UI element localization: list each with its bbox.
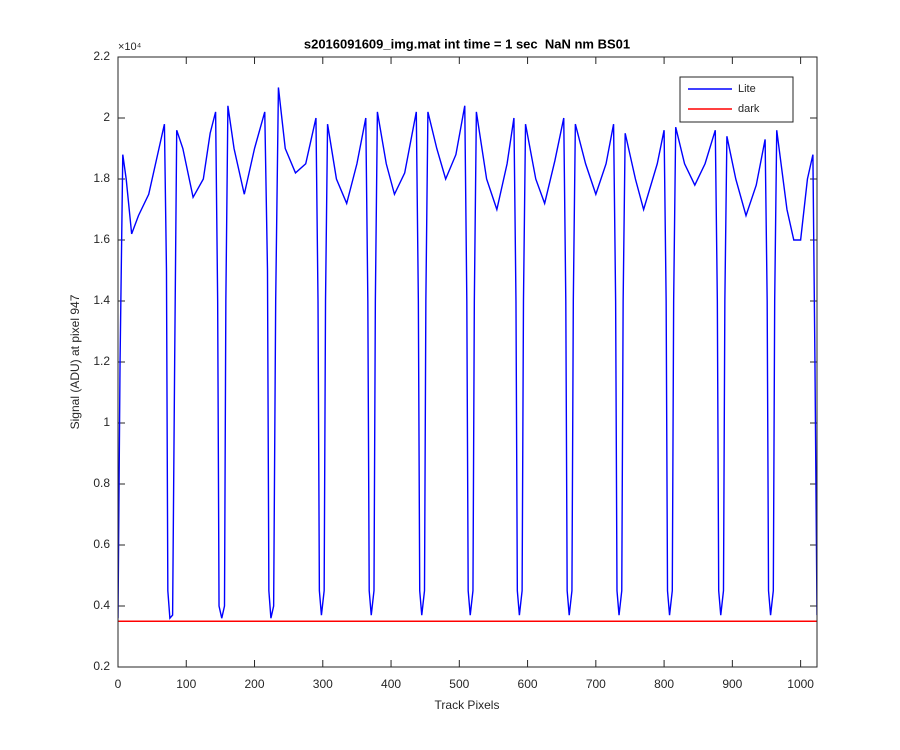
y-tick-label: 0.4	[93, 598, 110, 612]
x-tick-label: 200	[245, 677, 265, 691]
chart-title: s2016091609_img.mat int time = 1 sec NaN…	[304, 36, 630, 51]
y-tick-label: 1.4	[93, 293, 110, 307]
y-tick-label: 0.8	[93, 476, 110, 490]
legend-box	[679, 76, 794, 123]
x-tick-label: 700	[586, 677, 606, 691]
axes-box	[117, 56, 818, 668]
x-tick-label: 0	[115, 677, 122, 691]
legend-label: dark	[738, 103, 760, 115]
y-tick-label: 1.8	[93, 171, 110, 185]
y-tick-label: 2	[103, 110, 110, 124]
y-tick-label: 1.6	[93, 232, 110, 246]
x-tick-label: 1000	[787, 677, 814, 691]
y-tick-label: 1.2	[93, 354, 110, 368]
y-axis-label: Signal (ADU) at pixel 947	[68, 294, 82, 429]
x-axis-label: Track Pixels	[435, 698, 500, 712]
x-tick-label: 400	[381, 677, 401, 691]
y-tick-label: 0.6	[93, 537, 110, 551]
y-tick-label: 0.2	[93, 659, 110, 673]
y-tick-label: 2.2	[93, 49, 110, 63]
x-tick-label: 900	[722, 677, 742, 691]
legend-label: Lite	[738, 83, 756, 95]
x-tick-label: 600	[518, 677, 538, 691]
x-tick-label: 800	[654, 677, 674, 691]
y-tick-label: 1	[103, 415, 110, 429]
x-tick-label: 500	[449, 677, 469, 691]
y-exponent-label: ×10⁴	[118, 41, 142, 53]
series-line	[118, 87, 817, 620]
x-tick-label: 300	[313, 677, 333, 691]
x-tick-label: 100	[176, 677, 196, 691]
plot-layer: 0 100 200 300 400 500 600 700 800 900 1000 0.2 0.4 0.…	[93, 49, 817, 691]
